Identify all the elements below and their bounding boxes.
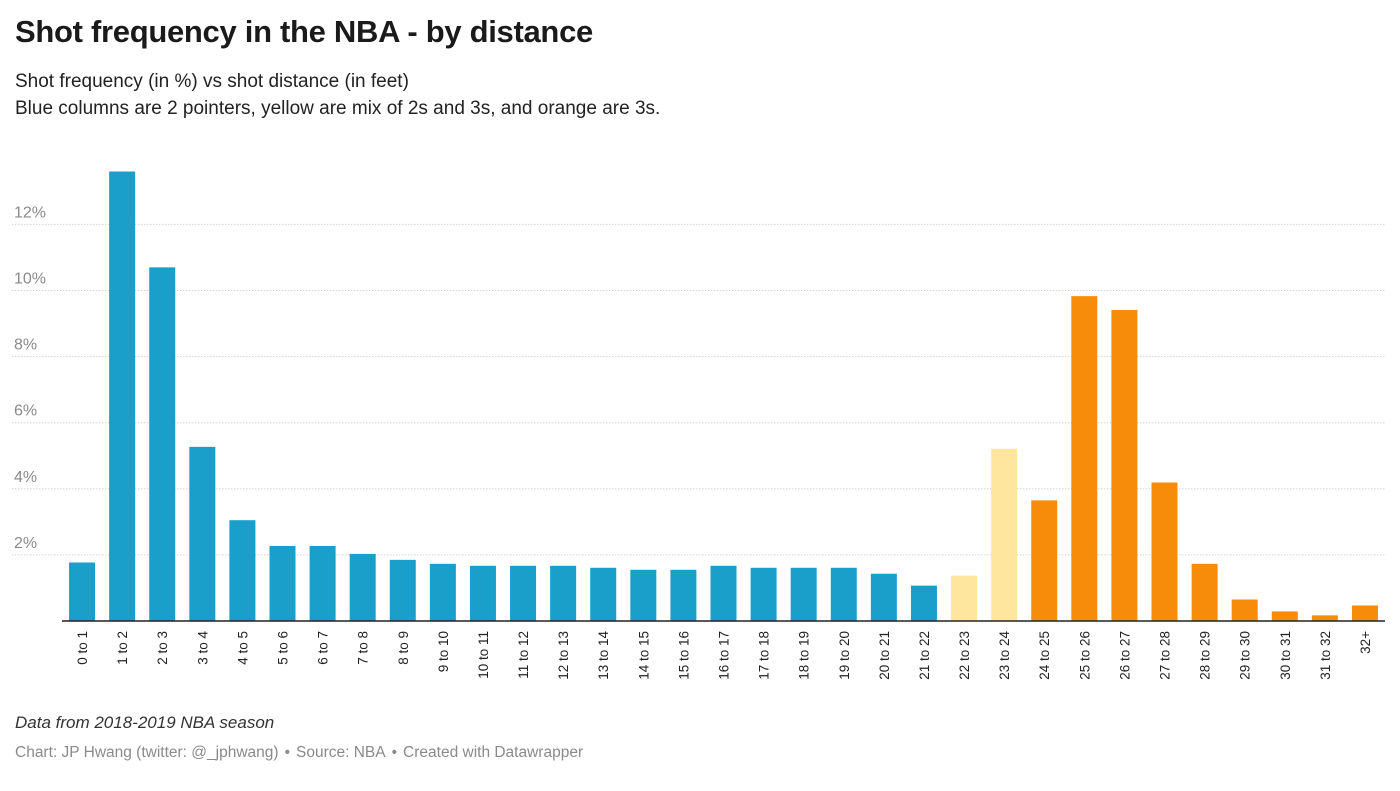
x-tick-label: 11 to 12 <box>516 631 531 679</box>
bar <box>870 573 897 621</box>
bar <box>710 565 737 621</box>
bar <box>69 562 96 621</box>
bar <box>309 545 336 621</box>
x-tick-label: 27 to 28 <box>1158 631 1173 680</box>
byline-separator: • <box>391 744 398 761</box>
x-tick-label: 15 to 16 <box>676 631 691 680</box>
y-tick-label: 2% <box>14 535 37 552</box>
x-tick-label: 21 to 22 <box>917 631 932 680</box>
bar <box>1031 500 1058 621</box>
y-tick-label: 4% <box>14 469 37 486</box>
bar <box>469 565 496 621</box>
bar <box>349 553 376 621</box>
bar <box>1311 615 1338 621</box>
x-tick-label: 1 to 2 <box>115 631 130 665</box>
x-tick-label: 32+ <box>1358 631 1373 654</box>
x-tick-label: 12 to 13 <box>556 631 571 680</box>
source-text: Source: NBA <box>296 744 386 761</box>
x-tick-label: 20 to 21 <box>877 631 892 680</box>
byline-separator: • <box>284 744 290 761</box>
y-tick-label: 12% <box>14 204 46 221</box>
bar-chart: 2% 4% 6% 8% 10% 12% 0 to 1 1 to 2 2 to 3 3 to 4 4 … <box>12 171 1385 680</box>
x-tick-label: 7 to 8 <box>356 631 371 665</box>
x-tick-label: 31 to 32 <box>1318 631 1333 680</box>
credit-text: Chart: JP Hwang (twitter: @_jphwang) <box>15 744 279 761</box>
subtitle-line-1: Shot frequency (in %) vs shot distance (… <box>15 71 409 92</box>
x-tick-label: 22 to 23 <box>957 631 972 680</box>
y-tick-label: 8% <box>14 337 37 354</box>
bar <box>550 565 577 621</box>
bar <box>1111 309 1138 621</box>
x-tick-label: 19 to 20 <box>837 631 852 680</box>
bar <box>1191 563 1218 621</box>
x-tick-label: 18 to 19 <box>797 631 812 680</box>
y-tick-label: 6% <box>14 403 37 420</box>
x-tick-label: 25 to 26 <box>1077 631 1092 680</box>
x-tick-label: 6 to 7 <box>316 631 331 665</box>
bar <box>189 446 216 621</box>
x-tick-label: 29 to 30 <box>1238 631 1253 680</box>
created-with-text: Created with Datawrapper <box>403 744 584 761</box>
bar <box>670 569 697 621</box>
chart-byline: Chart: JP Hwang (twitter: @_jphwang) • Sou… <box>15 744 583 762</box>
x-tick-label: 26 to 27 <box>1117 631 1132 680</box>
x-tick-label: 30 to 31 <box>1278 631 1293 680</box>
x-tick-label: 13 to 14 <box>596 631 611 680</box>
bar <box>830 567 857 621</box>
bar <box>750 567 777 621</box>
bar <box>389 559 416 621</box>
x-tick-label: 17 to 18 <box>757 631 772 680</box>
bar <box>1271 611 1298 621</box>
bar <box>910 585 937 621</box>
x-tick-label: 14 to 15 <box>636 631 651 680</box>
bar <box>790 567 817 621</box>
y-tick-label: 10% <box>14 271 46 288</box>
x-tick-label: 4 to 5 <box>235 631 250 665</box>
bar <box>269 545 296 621</box>
x-tick-label: 3 to 4 <box>195 631 210 665</box>
bar <box>630 569 657 621</box>
bar <box>109 171 136 621</box>
bar <box>1351 605 1378 621</box>
x-tick-label: 5 to 6 <box>276 631 291 665</box>
x-tick-label: 16 to 17 <box>717 631 732 680</box>
bar <box>229 520 256 621</box>
x-tick-label: 23 to 24 <box>997 631 1012 680</box>
bar <box>590 567 617 621</box>
x-tick-label: 10 to 11 <box>476 631 491 679</box>
x-tick-label: 28 to 29 <box>1198 631 1213 680</box>
chart-subtitle: Shot frequency (in %) vs shot distance (… <box>15 68 660 122</box>
x-tick-label: 8 to 9 <box>396 631 411 665</box>
x-tick-label: 0 to 1 <box>75 631 90 665</box>
bar <box>429 563 456 621</box>
bar <box>951 575 978 621</box>
chart-notes: Data from 2018-2019 NBA season <box>15 713 275 732</box>
bar <box>1151 482 1178 621</box>
x-tick-label: 24 to 25 <box>1037 631 1052 680</box>
subtitle-line-2: Blue columns are 2 pointers, yellow are … <box>15 98 661 119</box>
x-tick-label: 2 to 3 <box>155 631 170 665</box>
bar <box>1071 296 1098 621</box>
bar <box>510 565 537 621</box>
x-tick-label: 9 to 10 <box>436 631 451 672</box>
bar <box>149 267 176 621</box>
chart-title: Shot frequency in the NBA - by distance <box>15 14 593 49</box>
bar <box>1231 599 1258 621</box>
bar <box>991 448 1018 621</box>
